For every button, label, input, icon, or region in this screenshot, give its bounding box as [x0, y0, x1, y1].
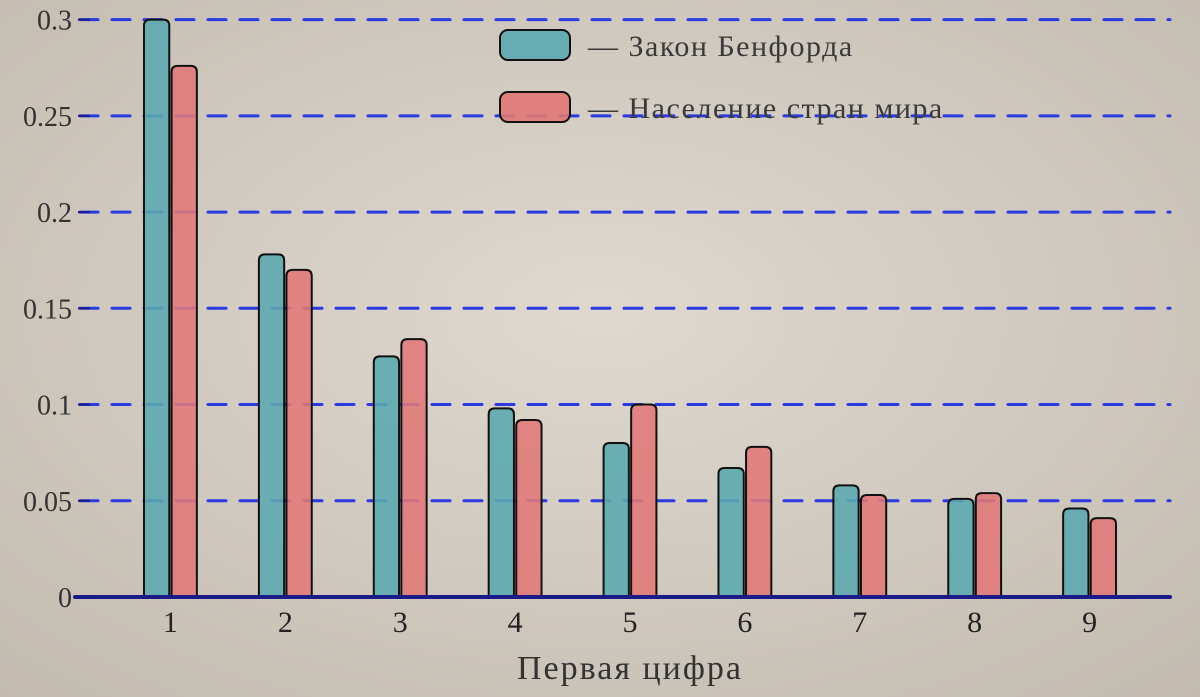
x-tick-label: 6 [737, 606, 752, 639]
bar-population-6 [746, 447, 771, 597]
x-tick-label: 2 [278, 606, 293, 639]
y-tick-label: 0.05 [23, 487, 72, 518]
y-tick-label: 0 [58, 583, 72, 614]
bar-population-7 [861, 495, 886, 597]
bar-population-1 [172, 66, 197, 597]
bar-population-9 [1091, 518, 1116, 597]
bar-population-4 [516, 420, 541, 597]
bar-benford-2 [259, 254, 284, 597]
bar-benford-1 [144, 20, 169, 597]
x-tick-label: 3 [393, 606, 408, 639]
x-axis-label: Первая цифра [517, 650, 743, 687]
bar-benford-8 [948, 499, 973, 597]
bar-benford-5 [604, 443, 629, 597]
benford-bar-chart: 0 0.05 0.1 0.15 0.2 0.25 0.3 1 2 3 4 5 6 7 8 9 Первая ци… [0, 0, 1200, 697]
bar-benford-9 [1063, 508, 1088, 597]
x-tick-label: 1 [163, 606, 178, 639]
legend-label-population: — Население стран мира [587, 92, 944, 125]
bar-benford-3 [374, 356, 399, 597]
x-tick-label: 7 [852, 606, 867, 639]
legend-label-benford: — Закон Бенфорда [587, 30, 854, 63]
bar-population-8 [976, 493, 1001, 597]
legend-swatch-population [500, 92, 570, 122]
x-tick-label: 4 [508, 606, 523, 639]
bar-population-3 [401, 339, 426, 597]
bar-population-2 [286, 270, 311, 597]
y-tick-label: 0.2 [37, 198, 72, 229]
x-tick-label: 9 [1082, 606, 1097, 639]
y-tick-label: 0.3 [37, 6, 72, 37]
bar-benford-6 [718, 468, 743, 597]
y-tick-label: 0.15 [23, 294, 72, 325]
legend-swatch-benford [500, 30, 570, 60]
bar-benford-7 [833, 485, 858, 597]
x-tick-label: 5 [623, 606, 638, 639]
y-tick-label: 0.1 [37, 391, 72, 422]
x-tick-label: 8 [967, 606, 982, 639]
bar-benford-4 [489, 408, 514, 597]
y-tick-label: 0.25 [23, 102, 72, 133]
bar-population-5 [631, 405, 656, 597]
